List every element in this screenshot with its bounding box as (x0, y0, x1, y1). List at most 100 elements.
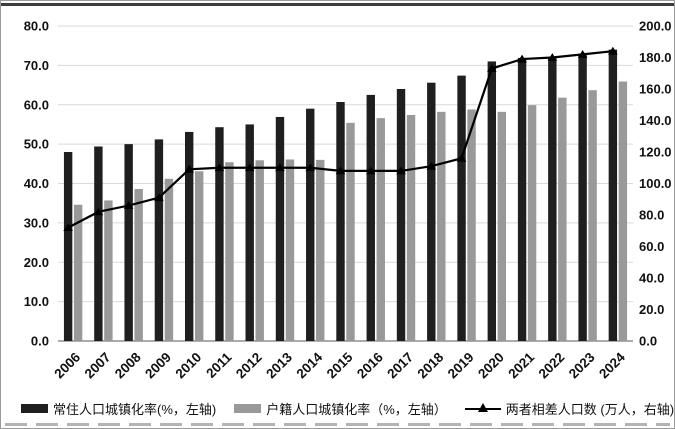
bar-hukou-rate-2015 (346, 122, 355, 341)
x-axis-tick-label-2012: 2012 (233, 350, 265, 382)
x-axis-tick-label-2024: 2024 (596, 349, 628, 381)
top-border-rule (1, 3, 674, 6)
bar-hukou-rate-2013 (285, 159, 295, 341)
x-axis-tick-label-2010: 2010 (172, 350, 204, 382)
right-axis-tick-label: 180.0 (639, 50, 672, 65)
bar-resident-rate-2013 (275, 116, 285, 341)
left-axis-tick-label: 70.0 (24, 58, 49, 73)
x-axis-tick-label-2013: 2013 (263, 349, 295, 381)
bar-hukou-rate-2016 (376, 118, 385, 341)
left-axis-tick-label: 20.0 (24, 255, 49, 270)
bar-resident-rate-2012 (245, 124, 254, 341)
right-axis-tick-label: 200.0 (639, 19, 672, 34)
bar-resident-rate-2015 (336, 101, 345, 342)
x-axis-tick-label-2011: 2011 (203, 349, 235, 381)
right-axis-tick-label: 160.0 (639, 82, 672, 97)
bar-hukou-rate-2024 (618, 81, 628, 342)
right-axis-tick-label: 140.0 (639, 113, 672, 128)
line-marker-2016 (365, 166, 376, 175)
line-marker-2018 (426, 161, 437, 170)
x-axis-tick-label-2007: 2007 (82, 350, 114, 382)
bar-resident-rate-2019 (457, 75, 466, 342)
line-marker-2008 (123, 201, 134, 209)
bottom-border-rule (5, 423, 670, 426)
bar-hukou-rate-2014 (316, 159, 325, 341)
x-axis-tick-label-2018: 2018 (415, 349, 447, 381)
x-axis-tick-label-2019: 2019 (445, 350, 477, 382)
x-axis-tick-label-2009: 2009 (142, 350, 174, 382)
line-marker-2022 (547, 53, 558, 61)
legend-label-difference-line: 两者相差人口数 (万人，右轴) (505, 402, 675, 417)
bar-hukou-rate-2021 (527, 105, 537, 341)
left-axis-tick-label: 60.0 (24, 97, 49, 112)
right-axis-tick-label: 80.0 (639, 208, 664, 223)
x-axis-tick-label-2016: 2016 (354, 349, 386, 381)
line-marker-2012 (244, 163, 255, 172)
bar-resident-rate-2023 (578, 54, 587, 341)
legend-swatch-resident-bar (21, 404, 48, 413)
x-axis-tick-label-2022: 2022 (536, 350, 568, 382)
bar-resident-rate-2022 (548, 57, 557, 341)
x-axis-tick-label-2017: 2017 (384, 350, 416, 382)
line-marker-2019 (456, 153, 467, 162)
bar-resident-rate-2018 (427, 82, 436, 341)
line-marker-2011 (214, 163, 225, 172)
x-axis-tick-label-2014: 2014 (294, 349, 326, 381)
legend-label-hukou-rate: 户籍人口城镇化率（%，左轴） (266, 402, 447, 417)
left-axis-tick-label: 80.0 (24, 19, 49, 34)
bar-hukou-rate-2017 (406, 114, 416, 341)
x-axis-tick-label-2006: 2006 (51, 349, 83, 381)
bar-hukou-rate-2009 (164, 178, 174, 341)
legend-swatch-hukou-bar (234, 404, 262, 413)
bar-resident-rate-2016 (366, 94, 375, 341)
line-marker-2015 (335, 166, 346, 175)
left-axis-tick-label: 10.0 (24, 294, 49, 309)
bar-hukou-rate-2008 (134, 189, 143, 341)
bar-resident-rate-2010 (184, 131, 194, 341)
line-marker-2014 (305, 163, 316, 172)
line-marker-2007 (93, 207, 104, 216)
bar-resident-rate-2017 (396, 89, 406, 341)
right-axis-tick-label: 100.0 (639, 176, 672, 191)
legend: 常住人口城镇化率(%，左轴) 户籍人口城镇化率（%，左轴） 两者相差人口数 (万… (21, 399, 674, 418)
bar-resident-rate-2021 (517, 57, 527, 342)
bar-hukou-rate-2018 (437, 111, 446, 342)
x-axis-tick-label-2008: 2008 (112, 349, 144, 381)
line-marker-2017 (396, 166, 406, 175)
line-marker-2021 (517, 54, 527, 63)
right-axis-tick-label: 60.0 (639, 239, 664, 254)
bar-hukou-rate-2022 (558, 97, 567, 341)
bar-hukou-rate-2007 (104, 200, 113, 341)
bar-hukou-rate-2023 (588, 90, 597, 342)
bar-hukou-rate-2020 (497, 111, 507, 342)
line-marker-2006 (63, 223, 73, 231)
left-axis-tick-label: 0.0 (31, 334, 49, 349)
bar-resident-rate-2024 (608, 49, 618, 341)
line-marker-2020 (487, 64, 497, 72)
legend-line-triangle-icon (464, 402, 501, 416)
right-axis-tick-label: 120.0 (639, 145, 672, 160)
bar-resident-rate-2008 (124, 144, 133, 341)
left-axis-tick-label: 50.0 (24, 137, 49, 152)
bar-resident-rate-2011 (215, 127, 224, 341)
right-axis-tick-label: 40.0 (639, 271, 664, 286)
line-marker-2024 (608, 46, 618, 55)
bar-hukou-rate-2011 (225, 162, 234, 341)
left-axis-tick-label: 30.0 (24, 215, 49, 230)
bar-resident-rate-2009 (154, 139, 164, 341)
x-axis-tick-label-2023: 2023 (566, 349, 598, 381)
bar-hukou-rate-2019 (467, 109, 476, 341)
bar-resident-rate-2014 (306, 108, 315, 341)
legend-item-difference-line: 两者相差人口数 (万人，右轴) (464, 399, 675, 418)
bar-hukou-rate-2010 (194, 171, 204, 341)
bar-resident-rate-2007 (94, 146, 103, 341)
right-axis-tick-label: 0.0 (639, 334, 657, 349)
line-marker-2010 (184, 164, 194, 173)
x-axis-tick-label-2015: 2015 (324, 349, 356, 381)
bar-hukou-rate-2006 (73, 204, 83, 341)
right-axis-tick-label: 20.0 (639, 302, 664, 317)
legend-label-resident-rate: 常住人口城镇化率(%，左轴) (53, 402, 217, 417)
legend-item-resident-rate: 常住人口城镇化率(%，左轴) (21, 399, 216, 418)
